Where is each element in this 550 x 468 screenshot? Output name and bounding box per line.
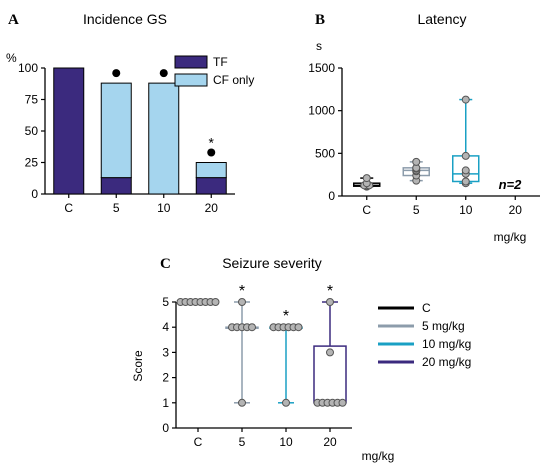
panel-c-xunit: mg/kg bbox=[362, 449, 395, 463]
panel-c-point bbox=[338, 398, 347, 407]
panel-c-ytick-label: 1 bbox=[162, 396, 169, 410]
panel-b-xtick-label: 20 bbox=[509, 203, 523, 217]
panel-a-dot-marker bbox=[112, 69, 121, 78]
panel-b-xtick-label: 10 bbox=[459, 203, 473, 217]
panel-c-ytick-label: 3 bbox=[162, 345, 169, 359]
panel-c-legend-label: C bbox=[422, 301, 431, 315]
panel-c-xtick-label: 10 bbox=[279, 435, 293, 449]
panel-b-point bbox=[461, 166, 470, 175]
panel-c-ytick-label: 0 bbox=[162, 421, 169, 435]
panel-a-ylabel: % bbox=[6, 51, 17, 65]
panel-c-legend-label: 20 mg/kg bbox=[422, 355, 471, 369]
panel-c-box-10 bbox=[269, 323, 303, 407]
panel-a-bar-cf bbox=[148, 82, 180, 195]
panel-c-box-C bbox=[176, 298, 220, 306]
panel-b-ytick-label: 0 bbox=[328, 189, 335, 203]
panel-c-point bbox=[248, 323, 256, 332]
panel-b-point bbox=[412, 157, 421, 166]
panel-c-point bbox=[238, 298, 246, 306]
panel-c-ytick-label: 4 bbox=[162, 320, 169, 334]
panel-b-title: Latency bbox=[417, 11, 466, 27]
panel-a-xtick-label: 10 bbox=[157, 201, 171, 215]
panel-c-significance: * bbox=[327, 283, 333, 300]
panel-b: B Latency s 0 500 1000 1500 C 5 10 20 n=2 mg/k… bbox=[308, 11, 540, 244]
panel-b-box-5 bbox=[402, 157, 430, 185]
panel-c-xtick-label: 20 bbox=[323, 435, 337, 449]
panel-c-significance: * bbox=[283, 308, 289, 325]
panel-c-point bbox=[238, 398, 246, 407]
panel-a-legend-swatch bbox=[174, 55, 208, 69]
panel-c-point bbox=[294, 323, 303, 332]
panel-b-point bbox=[362, 174, 371, 183]
panel-a-bar-tf bbox=[100, 177, 132, 195]
panel-b-point bbox=[461, 95, 470, 104]
panel-b-box-10 bbox=[452, 95, 480, 188]
panel-c-significance: * bbox=[239, 283, 245, 300]
panel-b-point bbox=[461, 151, 470, 160]
panel-c-ylabel: Score bbox=[131, 350, 145, 382]
panel-c-box-5 bbox=[225, 298, 259, 407]
panel-a-dot-marker bbox=[159, 69, 168, 78]
panel-a-bar-tf bbox=[195, 177, 227, 195]
panel-c-letter: C bbox=[160, 256, 171, 272]
panel-b-xtick-label: 5 bbox=[413, 203, 420, 217]
panel-c: C Seizure severity Score 0 1 2 3 4 5 * * * C 5 10… bbox=[131, 255, 471, 463]
panel-a-ytick-label: 50 bbox=[25, 124, 39, 138]
panel-a-bar-cf bbox=[100, 82, 132, 179]
panel-c-point bbox=[326, 298, 334, 306]
panel-a-legend-swatch bbox=[174, 73, 208, 87]
panel-b-ytick-label: 1500 bbox=[308, 61, 335, 75]
panel-a-significance: * bbox=[209, 135, 215, 151]
panel-a-title: Incidence GS bbox=[83, 11, 167, 27]
panel-b-ytick-label: 500 bbox=[315, 146, 335, 160]
panel-a-xtick-label: 5 bbox=[113, 201, 120, 215]
panel-c-ytick-label: 5 bbox=[162, 295, 169, 309]
panel-c-legend-label: 10 mg/kg bbox=[422, 337, 471, 351]
panel-b-xunit: mg/kg bbox=[494, 230, 527, 244]
panel-c-point bbox=[326, 348, 334, 357]
panel-a-legend-label: CF only bbox=[213, 73, 254, 87]
panel-a-dot-marker bbox=[207, 148, 216, 157]
panel-b-ytick-label: 1000 bbox=[308, 104, 335, 118]
panel-c-ytick-label: 2 bbox=[162, 371, 169, 385]
panel-c-legend-label: 5 mg/kg bbox=[422, 319, 465, 333]
panel-c-box-20 bbox=[313, 298, 347, 407]
panel-a-bar-cf bbox=[195, 162, 227, 179]
panel-a-ytick-label: 25 bbox=[25, 156, 39, 170]
panel-b-n-annotation: n=2 bbox=[499, 177, 523, 192]
panel-a-ytick-label: 75 bbox=[25, 93, 39, 107]
panel-a-bar-tf bbox=[53, 67, 85, 195]
panel-b-box-C bbox=[353, 174, 381, 191]
panel-a-ytick-label: 100 bbox=[18, 61, 38, 75]
panel-a-legend-label: TF bbox=[213, 55, 228, 69]
panel-b-ylabel: s bbox=[316, 39, 322, 53]
panel-a-xtick-label: C bbox=[64, 201, 73, 215]
panel-c-point bbox=[211, 298, 220, 306]
panel-c-point bbox=[282, 398, 290, 407]
panel-c-xtick-label: C bbox=[194, 435, 203, 449]
panel-c-xtick-label: 5 bbox=[239, 435, 246, 449]
panel-c-title: Seizure severity bbox=[222, 255, 322, 271]
panel-a-ytick-label: 0 bbox=[31, 187, 38, 201]
panel-b-point bbox=[461, 177, 470, 186]
panel-a-xtick-label: 20 bbox=[205, 201, 219, 215]
panel-a-letter: A bbox=[8, 12, 19, 28]
panel-b-letter: B bbox=[315, 12, 325, 28]
panel-b-xtick-label: C bbox=[362, 203, 371, 217]
